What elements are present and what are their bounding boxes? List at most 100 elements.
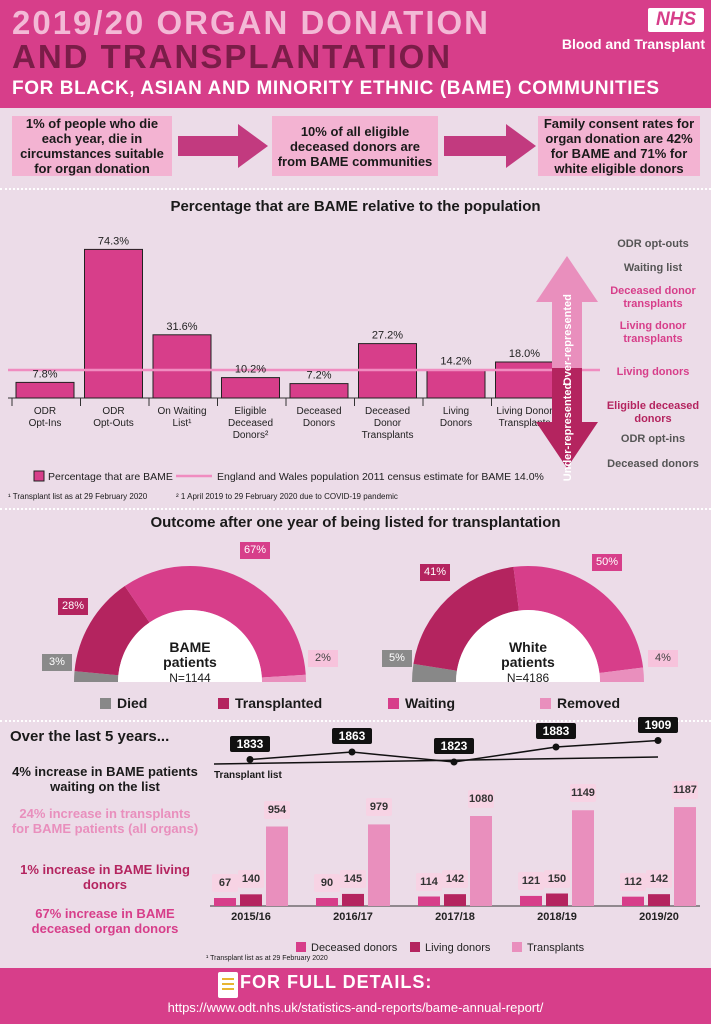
category-line: On Waiting	[157, 406, 206, 417]
fact-box-1: 1% of people who die each year, die in c…	[12, 116, 172, 176]
representation-item: Deceased donor transplants	[610, 285, 696, 310]
transplant-list-value: 1883	[536, 723, 576, 739]
bar-value-label: 150	[544, 869, 570, 888]
category-line: List¹	[173, 418, 193, 429]
report-link[interactable]: https://www.odt.nhs.uk/statistics-and-re…	[167, 1000, 544, 1015]
category-line: Transplants	[362, 430, 414, 441]
transplant-list-footnote-marker: 1	[640, 722, 645, 731]
legend-swatch	[296, 942, 306, 952]
bar-living-donors	[546, 893, 568, 906]
title-line-1: 2019/20 ORGAN DONATION	[12, 4, 490, 41]
category-line: Eligible	[234, 406, 267, 417]
category-line: Deceased	[228, 418, 273, 429]
footnote-2: ² 1 April 2019 to 29 February 2020 due t…	[176, 492, 398, 501]
bar-value-label: 74.3%	[98, 235, 129, 247]
outcome-callout: 4%	[648, 650, 678, 667]
transplant-list-value: 1833	[230, 735, 270, 752]
bame-percentage-bar-chart: 7.8% 74.3% 31.6% 10.2% 7.2% 27.2% 14.2% 18.0% O…	[8, 235, 600, 483]
legend-census: England and Wales population 2011 census…	[217, 471, 544, 483]
document-icon	[218, 972, 238, 998]
transplant-list-value: 1823	[434, 738, 474, 754]
bar-value-label: 18.0%	[509, 348, 540, 360]
transplant-list-label: Transplant list	[214, 770, 282, 781]
fact-box-3: Family consent rates for organ donation …	[538, 116, 700, 176]
over-represented-label: Over-represented	[562, 294, 574, 386]
bar-deceased-donors	[418, 896, 440, 906]
title-line-2: AND TRANSPLANTATION	[12, 38, 453, 75]
five-year-stat: 24% increase in transplants for BAME pat…	[11, 806, 199, 836]
group-label-line-1: White	[508, 639, 548, 655]
representation-item: Deceased donors	[607, 458, 699, 470]
outcome-slice-died	[412, 663, 457, 682]
bar-value-label: 1187	[672, 781, 698, 800]
footnote-1: ¹ Transplant list as at 29 February 2020	[8, 492, 148, 501]
bar-deceased-donors	[316, 898, 338, 906]
bar-value-label: 140	[238, 870, 264, 889]
group-label-line-2: patients	[163, 654, 217, 670]
bar-value-label: 112	[620, 872, 646, 891]
legend-swatch	[100, 698, 111, 709]
bar-value-label: 31.6%	[166, 321, 197, 333]
bar-1	[84, 248, 143, 399]
bar-living-donors	[444, 894, 466, 906]
footnote-transplant-list: ¹ Transplant list as at 29 February 2020	[206, 955, 328, 962]
bar-2	[152, 334, 212, 399]
divider	[0, 188, 711, 190]
year-label: 2015/16	[231, 911, 271, 923]
header-banner	[0, 0, 711, 108]
organisation-name: Blood and Transplant	[561, 36, 705, 52]
five-year-stat: 4% increase in BAME patients waiting on …	[12, 764, 198, 794]
bar-value-label: 979	[366, 798, 392, 817]
outcome-slice-removed	[261, 674, 306, 682]
category-line: ODR	[102, 406, 124, 417]
bar-transplants	[266, 826, 288, 906]
representation-item: Living donors	[616, 366, 690, 378]
transplant-list-point	[552, 743, 560, 751]
divider	[0, 508, 711, 510]
bar-value-label: 7.2%	[306, 370, 331, 382]
legend-swatch	[512, 942, 522, 952]
divider	[0, 720, 711, 722]
outcome-callout: 41%	[420, 564, 450, 581]
category-line: Deceased	[296, 406, 341, 417]
outcome-slice-transplanted	[74, 586, 150, 676]
category-line: Opt-Outs	[93, 418, 134, 429]
bar-7	[495, 361, 554, 399]
category-line: Donors	[440, 418, 472, 429]
bar-transplants	[674, 807, 696, 906]
five-year-trend-chart: 2015/16 2016/17 2017/18 2018/19 2019/20 Dece…	[210, 737, 700, 954]
category-label: Deceased Donors	[296, 406, 341, 429]
legend-swatch	[540, 698, 551, 709]
year-label: 2018/19	[537, 911, 577, 923]
category-line: Living	[443, 406, 469, 417]
bar-value-label: 142	[646, 870, 672, 889]
fact-box-2: 10% of all eligible deceased donors are …	[272, 116, 438, 176]
bar-0	[15, 381, 75, 399]
inner-circle	[118, 610, 262, 682]
five-year-stat: 1% increase in BAME living donors	[20, 862, 190, 892]
transplant-list-value: 1909	[638, 716, 678, 733]
under-represented-label: Under-represented	[562, 383, 574, 481]
bar-value-label: 90	[314, 874, 340, 892]
legend-swatch	[218, 698, 229, 709]
category-label: Deceased Donor Transplants	[362, 406, 414, 441]
outcome-semicircle-charts: Died Transplanted Waiting Removed	[74, 566, 644, 711]
representation-item: Eligible deceased donors	[606, 400, 700, 425]
bar-value-label: 27.2%	[372, 330, 403, 342]
representation-item: Waiting list	[623, 262, 683, 274]
outcome-callout: 3%	[42, 654, 72, 671]
bar-transplants	[470, 816, 492, 906]
category-line: Donor	[374, 418, 402, 429]
bar-4	[289, 383, 349, 399]
outcome-slice-waiting	[513, 566, 644, 673]
bar-living-donors	[342, 893, 364, 906]
bar-6	[426, 369, 486, 399]
outcome-slice-died	[74, 671, 119, 682]
bar-transplants	[368, 824, 390, 906]
category-line: Opt-Ins	[29, 418, 62, 429]
bar-living-donors	[240, 894, 262, 906]
transplant-list-point	[246, 756, 254, 763]
representation-item: ODR opt-outs	[617, 238, 689, 250]
representation-arrow-icon	[536, 256, 598, 468]
transplant-list-point	[450, 758, 458, 766]
